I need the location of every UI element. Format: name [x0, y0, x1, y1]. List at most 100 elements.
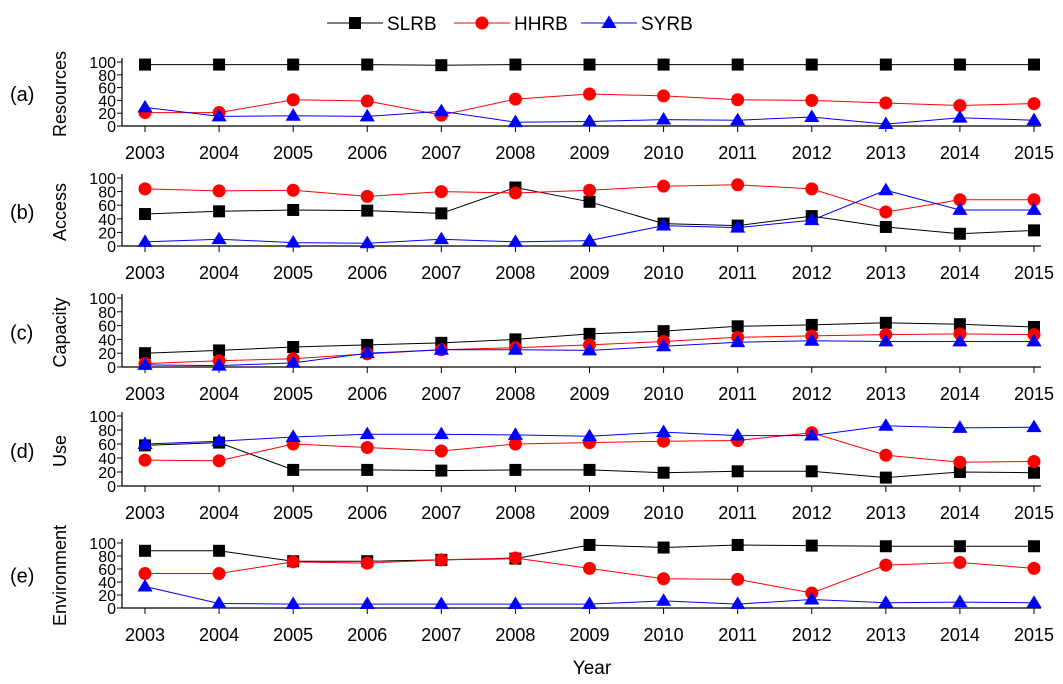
y-tick-label: 20	[98, 225, 116, 242]
y-tick-label: 100	[89, 55, 116, 72]
data-point-syrb	[581, 428, 598, 442]
data-point-hhrb	[286, 555, 300, 569]
data-point-syrb	[878, 595, 894, 608]
data-point-syrb	[507, 234, 524, 247]
y-tick-label: 40	[98, 332, 116, 349]
data-point-slrb	[287, 203, 300, 216]
x-tick-label: 2004	[199, 263, 239, 283]
data-point-syrb	[211, 595, 227, 609]
panel-tag: (c)	[10, 323, 33, 345]
data-point-syrb	[359, 108, 375, 122]
data-point-syrb	[211, 231, 227, 245]
x-tick-label: 2007	[421, 263, 461, 283]
x-tick-label: 2011	[718, 503, 757, 523]
data-point-syrb	[433, 596, 449, 610]
data-point-syrb	[1026, 112, 1042, 126]
data-point-hhrb	[508, 551, 522, 565]
data-point-slrb	[1027, 540, 1040, 553]
series-syrb	[137, 99, 1042, 130]
x-tick-label: 2009	[569, 143, 609, 163]
x-tick-label: 2007	[421, 625, 461, 645]
legend-label-syrb: SYRB	[641, 14, 693, 35]
data-point-syrb	[952, 110, 968, 123]
data-point-slrb	[287, 340, 300, 353]
data-point-hhrb	[1027, 193, 1041, 207]
data-point-hhrb	[582, 183, 596, 197]
data-point-syrb	[285, 235, 301, 248]
data-point-slrb	[361, 463, 374, 476]
y-tick-label: 100	[89, 409, 116, 426]
x-tick-label: 2011	[718, 263, 757, 283]
x-tick-label: 2008	[495, 384, 535, 404]
data-point-syrb	[804, 212, 820, 226]
data-point-hhrb	[434, 444, 448, 458]
data-point-hhrb	[953, 556, 967, 569]
data-point-slrb	[657, 58, 670, 71]
data-point-slrb	[657, 541, 670, 554]
legend-marker-slrb	[349, 17, 361, 29]
y-tick-label: 0	[107, 239, 116, 256]
data-point-slrb	[509, 58, 522, 71]
data-point-syrb	[359, 426, 375, 440]
y-tick-label: 80	[98, 549, 116, 566]
data-point-slrb	[139, 347, 151, 360]
x-tick-label: 2005	[273, 263, 313, 283]
data-point-hhrb	[508, 186, 522, 200]
panel-tag: (e)	[10, 566, 34, 588]
data-point-slrb	[583, 538, 596, 551]
x-tick-label: 2003	[125, 625, 165, 645]
data-point-hhrb	[582, 561, 596, 575]
data-point-syrb	[433, 342, 449, 355]
data-point-syrb	[730, 112, 746, 126]
data-point-hhrb	[731, 178, 745, 192]
data-point-syrb	[507, 342, 524, 355]
y-tick-label: 100	[89, 536, 116, 553]
x-tick-label: 2007	[421, 503, 461, 523]
data-point-slrb	[361, 338, 374, 351]
x-tick-label: 2011	[718, 143, 757, 163]
x-tick-label: 2014	[940, 384, 980, 404]
data-point-hhrb	[360, 189, 374, 203]
data-point-slrb	[213, 344, 226, 357]
data-point-syrb	[730, 334, 746, 348]
data-point-hhrb	[953, 455, 967, 469]
y-axis-label: Resources	[50, 51, 70, 137]
data-point-slrb	[435, 207, 448, 220]
data-point-slrb	[879, 471, 892, 484]
x-tick-label: 2013	[866, 625, 906, 645]
data-point-hhrb	[508, 92, 522, 106]
data-point-slrb	[731, 58, 744, 71]
data-point-slrb	[805, 465, 818, 478]
data-point-slrb	[657, 466, 670, 479]
data-point-hhrb	[731, 93, 745, 107]
x-tick-label: 2004	[199, 503, 239, 523]
y-tick-label: 40	[98, 93, 116, 110]
x-tick-label: 2009	[569, 503, 609, 523]
data-point-syrb	[878, 116, 894, 130]
x-tick-label: 2015	[1014, 503, 1054, 523]
x-tick-label: 2009	[569, 384, 609, 404]
y-tick-label: 80	[98, 305, 116, 322]
x-tick-label: 2009	[569, 625, 609, 645]
data-point-hhrb	[138, 182, 152, 196]
data-point-hhrb	[879, 205, 893, 219]
data-point-hhrb	[657, 89, 671, 103]
data-point-slrb	[953, 227, 966, 240]
data-point-syrb	[1026, 202, 1042, 215]
data-point-syrb	[211, 433, 227, 447]
y-axis-label: Access	[50, 183, 70, 241]
x-tick-label: 2014	[940, 143, 980, 163]
panel-tag: (b)	[10, 202, 34, 224]
data-point-slrb	[731, 320, 744, 333]
data-point-hhrb	[1027, 97, 1041, 111]
series-hhrb	[138, 178, 1041, 219]
data-point-syrb	[655, 218, 672, 231]
x-tick-label: 2012	[792, 143, 832, 163]
data-point-syrb	[137, 578, 153, 592]
x-tick-label: 2013	[866, 263, 906, 283]
data-point-slrb	[213, 544, 226, 557]
x-tick-label: 2011	[718, 384, 757, 404]
x-tick-label: 2005	[273, 625, 313, 645]
y-tick-label: 60	[98, 562, 116, 579]
panel-tag: (a)	[10, 84, 34, 106]
